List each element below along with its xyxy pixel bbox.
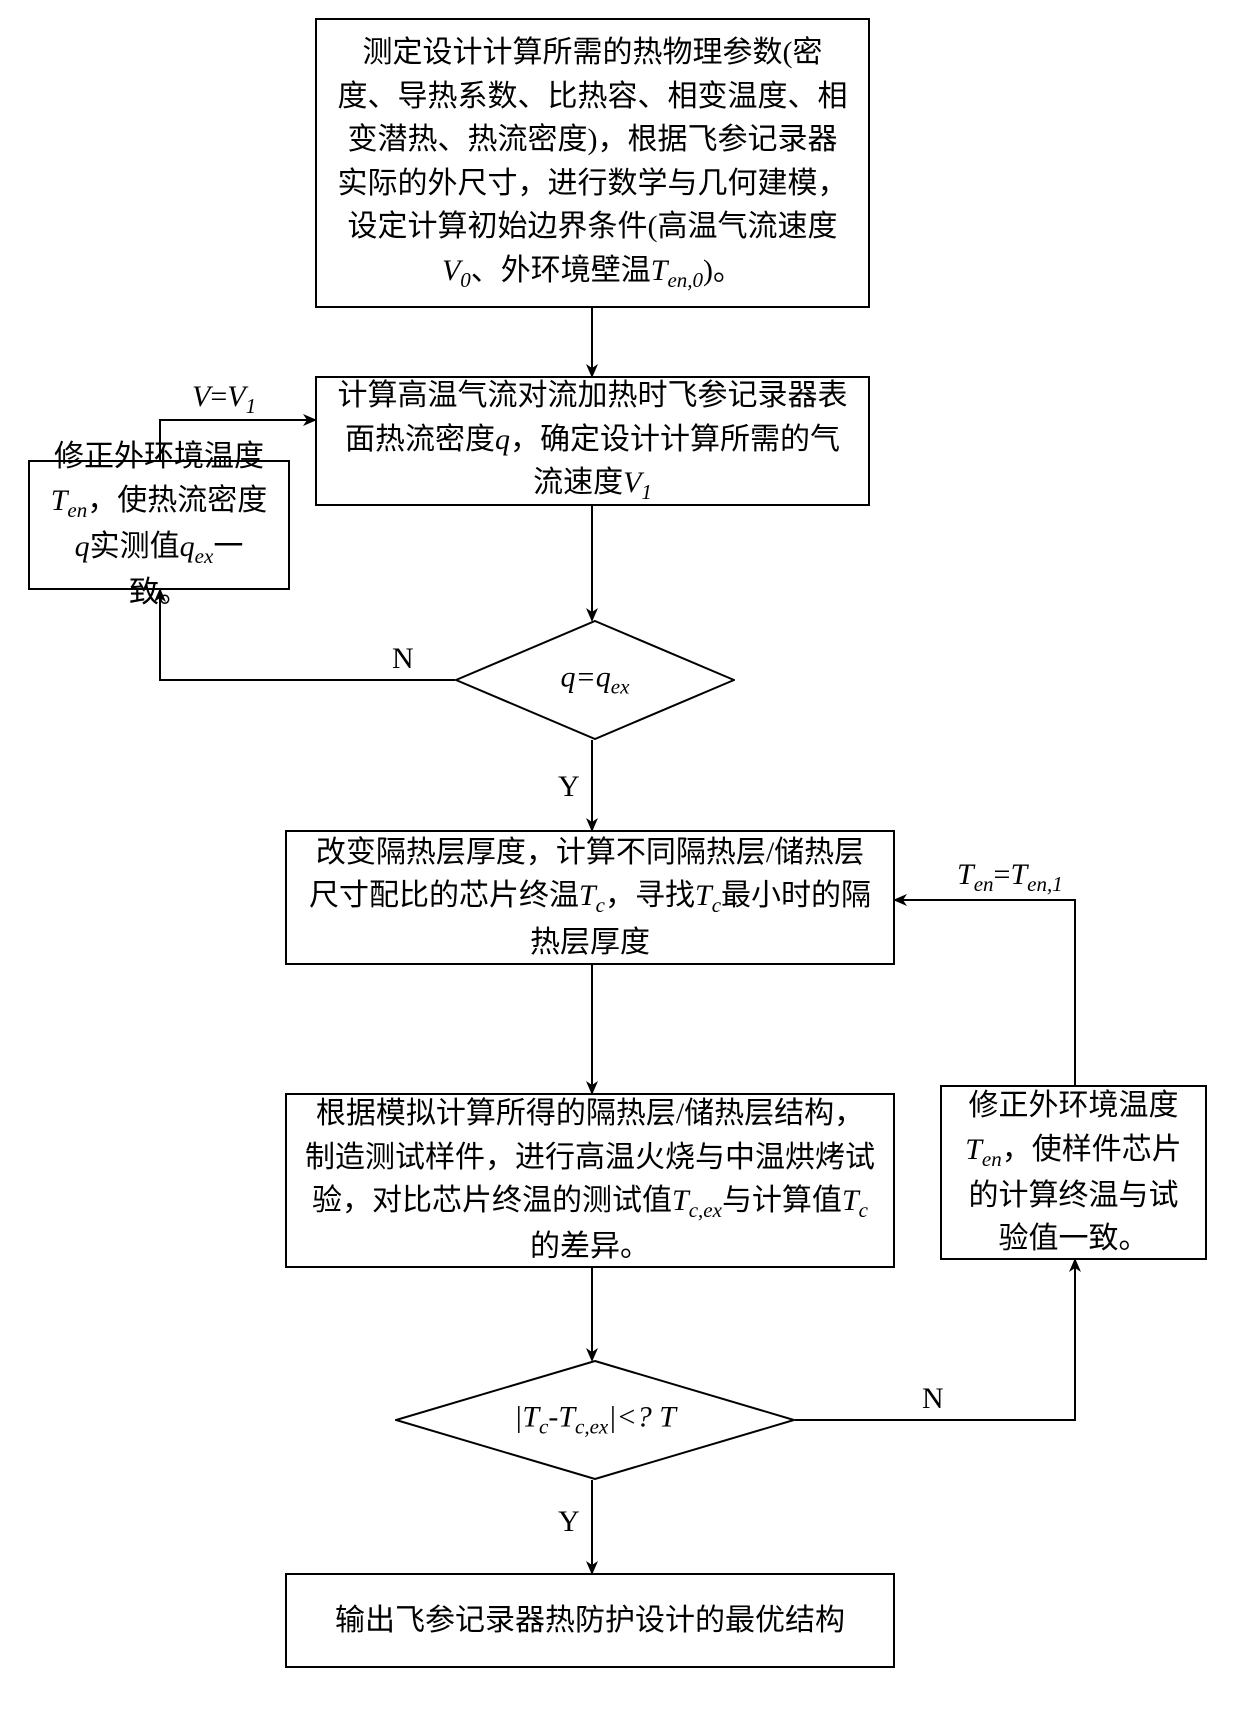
edge-label: N [920, 1382, 946, 1416]
process-text: 修正外环境温度Ten，使热流密度q实测值qex一致。 [48, 435, 270, 615]
process-n3: 修正外环境温度Ten，使热流密度q实测值qex一致。 [28, 460, 290, 590]
decision-label: |Tc-Tc,ex|<? T [514, 1401, 676, 1440]
process-text: 改变隔热层厚度，计算不同隔热层/储热层尺寸配比的芯片终温Tc，寻找Tc最小时的隔… [305, 831, 875, 964]
decision-d1: q=qex [455, 620, 735, 740]
process-n2: 计算高温气流对流加热时飞参记录器表面热流密度q，确定设计计算所需的气流速度V1 [315, 376, 870, 506]
process-n5: 根据模拟计算所得的隔热层/储热层结构，制造测试样件，进行高温火烧与中温烘烤试验，… [285, 1093, 895, 1268]
process-n4: 改变隔热层厚度，计算不同隔热层/储热层尺寸配比的芯片终温Tc，寻找Tc最小时的隔… [285, 830, 895, 965]
decision-label: q=qex [561, 661, 630, 700]
edge-label: N [390, 642, 416, 676]
edge-label: Y [556, 770, 582, 804]
process-n6: 修正外环境温度Ten，使样件芯片的计算终温与试验值一致。 [940, 1085, 1207, 1260]
edge-label: V=V1 [190, 380, 258, 419]
process-text: 输出飞参记录器热防护设计的最优结构 [335, 1599, 845, 1643]
process-text: 根据模拟计算所得的隔热层/储热层结构，制造测试样件，进行高温火烧与中温烘烤试验，… [305, 1092, 875, 1269]
decision-d2: |Tc-Tc,ex|<? T [395, 1360, 795, 1480]
edge-n6-n4 [895, 900, 1075, 1085]
process-text: 计算高温气流对流加热时飞参记录器表面热流密度q，确定设计计算所需的气流速度V1 [335, 374, 850, 507]
process-text: 修正外环境温度Ten，使样件芯片的计算终温与试验值一致。 [960, 1084, 1187, 1261]
edge-label: Ten=Ten,1 [955, 858, 1065, 897]
process-n7: 输出飞参记录器热防护设计的最优结构 [285, 1573, 895, 1668]
process-n1: 测定设计计算所需的热物理参数(密度、导热系数、比热容、相变温度、相变潜热、热流密… [315, 18, 870, 308]
edge-label: Y [556, 1505, 582, 1539]
process-text: 测定设计计算所需的热物理参数(密度、导热系数、比热容、相变温度、相变潜热、热流密… [335, 31, 850, 295]
